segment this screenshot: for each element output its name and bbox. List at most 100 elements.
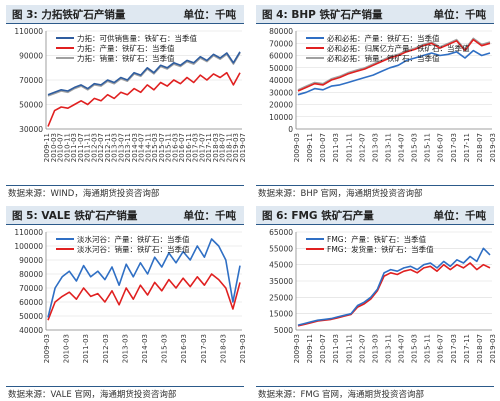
chart-unit: 单位：千吨 <box>433 210 487 222</box>
chart-title: 图 3: 力拓铁矿石产销量 <box>12 9 126 21</box>
legend-label: 必和必拓：销量：铁矿石：当季值 <box>327 53 440 63</box>
x-tick-label: 2011-03 <box>70 133 78 162</box>
footer-rule <box>256 386 494 387</box>
x-tick-label: 2009-11 <box>43 133 51 162</box>
x-tick-label: 2017-03 <box>192 133 200 162</box>
x-tick-label: 2015-11 <box>424 133 432 162</box>
x-tick-label: 2019-07 <box>239 133 247 162</box>
x-tick-label: 2019-03 <box>239 334 247 363</box>
series-line-1 <box>297 49 491 96</box>
y-tick-label: 30000 <box>19 125 43 134</box>
x-tick-label: 2012-11 <box>104 133 112 162</box>
x-tick-label: 2015-11 <box>424 334 432 363</box>
x-tick-label: 2010-07 <box>319 133 327 162</box>
chart-title: 图 5: VALE 铁矿石产销量 <box>12 210 138 222</box>
x-tick-label: 2013-11 <box>384 133 392 162</box>
chart-plot-rio: 30000 50000 70000 90000 110000 2009-112010-03… <box>14 27 247 162</box>
x-tick-label: 2018-03 <box>219 334 227 363</box>
x-tick-label: 2013-03 <box>111 133 119 162</box>
x-tick-label: 2017-03 <box>450 334 458 363</box>
x-tick-label: 2019-03 <box>489 334 497 363</box>
series-line-1 <box>47 51 241 96</box>
x-tick-label: 2012-07 <box>358 334 366 363</box>
x-tick-label: 2017-03 <box>200 334 208 363</box>
y-tick-label: 45000 <box>269 261 293 270</box>
series-line-1 <box>297 247 491 326</box>
chart-plot-fmg: 5000 15000 25000 35000 45000 55000 65000 2009-0… <box>269 228 497 363</box>
x-tick-label: 2018-07 <box>219 133 227 162</box>
series-line-2 <box>47 71 241 127</box>
x-tick-label: 2010-03 <box>63 334 71 363</box>
x-tick-label: 2010-03 <box>50 133 58 162</box>
x-tick-label: 2016-07 <box>437 133 445 162</box>
x-tick-label: 2011-03 <box>82 334 90 363</box>
y-tick-label: 70000 <box>19 76 43 85</box>
legend-label: 力拓：可供销售量：铁矿石：当季值 <box>77 33 197 43</box>
y-tick-label: 35000 <box>269 277 293 286</box>
footer-rule <box>256 185 494 186</box>
x-tick-label: 2017-03 <box>450 133 458 162</box>
y-tick-label: 40000 <box>269 76 293 85</box>
x-tick-label: 2011-11 <box>345 133 353 162</box>
series-line-1 <box>47 238 241 318</box>
series-line-2 <box>297 38 491 92</box>
x-tick-label: 2016-07 <box>437 334 445 363</box>
chart-plot-vale: 40000 50000 60000 70000 80000 90000 100000 1100… <box>14 228 247 363</box>
legend-label: 必和必拓：产量：铁矿石：当季值 <box>327 33 440 43</box>
y-tick-label: 5000 <box>274 326 293 335</box>
legend-label: FMG：发货量：铁矿石：当季值 <box>327 244 434 254</box>
x-tick-label: 2014-03 <box>141 334 149 363</box>
panel-header: 图 3: 力拓铁矿石产销量 单位：千吨 <box>6 5 244 23</box>
chart-panel-bhp: 图 4: BHP 铁矿石产销量 单位：千吨 0 10000 20000 30000 40… <box>250 0 500 200</box>
x-tick-label: 2009-03 <box>43 334 51 363</box>
x-tick-label: 2012-07 <box>97 133 105 162</box>
x-tick-label: 2013-11 <box>384 334 392 363</box>
x-tick-label: 2017-07 <box>198 133 206 162</box>
x-tick-label: 2010-11 <box>63 133 71 162</box>
x-tick-label: 2009-11 <box>306 334 314 363</box>
chart-panel-fmg: 图 6: FMG 铁矿石产量 单位：千吨 5000 15000 25000 35000… <box>250 201 500 401</box>
y-tick-label: 50000 <box>19 312 43 321</box>
chart-panel-vale: 图 5: VALE 铁矿石产销量 单位：千吨 40000 50000 60000 70… <box>0 201 250 401</box>
x-tick-label: 2009-11 <box>306 133 314 162</box>
y-tick-label: 70000 <box>269 39 293 48</box>
series-line-2 <box>47 273 241 321</box>
x-tick-label: 2016-03 <box>180 334 188 363</box>
x-tick-label: 2014-07 <box>138 133 146 162</box>
x-tick-label: 2018-03 <box>212 133 220 162</box>
x-tick-label: 2009-03 <box>293 334 301 363</box>
legend-label: 淡水河谷：销量：铁矿石：当季值 <box>77 244 190 254</box>
x-tick-label: 2015-07 <box>158 133 166 162</box>
legend-label: 力拓：产量：铁矿石：当季值 <box>77 43 175 53</box>
x-tick-label: 2009-03 <box>293 133 301 162</box>
x-tick-label: 2018-07 <box>476 334 484 363</box>
x-tick-label: 2017-11 <box>463 133 471 162</box>
header-rule <box>6 224 244 225</box>
x-tick-label: 2011-11 <box>345 334 353 363</box>
x-tick-label: 2015-11 <box>165 133 173 162</box>
x-tick-label: 2013-03 <box>121 334 129 363</box>
header-rule <box>6 23 244 24</box>
x-tick-label: 2019-03 <box>489 133 497 162</box>
x-tick-label: 2013-07 <box>117 133 125 162</box>
x-tick-label: 2015-03 <box>151 133 159 162</box>
x-tick-label: 2010-07 <box>319 334 327 363</box>
x-tick-label: 2015-03 <box>161 334 169 363</box>
chart-source: 数据来源：WIND，海通期货投资咨询部 <box>8 189 160 199</box>
y-tick-label: 25000 <box>269 293 293 302</box>
x-tick-label: 2011-07 <box>77 133 85 162</box>
x-tick-label: 2015-03 <box>411 334 419 363</box>
x-tick-label: 2015-03 <box>411 133 419 162</box>
x-tick-label: 2018-07 <box>476 133 484 162</box>
y-tick-label: 110000 <box>14 27 43 36</box>
legend-label: 力拓：销量：铁矿石：当季值 <box>77 53 175 63</box>
header-rule <box>256 224 494 225</box>
x-tick-label: 2012-03 <box>102 334 110 363</box>
x-tick-label: 2011-11 <box>84 133 92 162</box>
chart-unit: 单位：千吨 <box>433 9 487 21</box>
y-tick-label: 20000 <box>269 101 293 110</box>
legend-label: 淡水河谷：产量：铁矿石：当季值 <box>77 234 190 244</box>
x-tick-label: 2014-07 <box>398 133 406 162</box>
footer-rule <box>6 185 244 186</box>
y-tick-label: 0 <box>288 125 293 134</box>
